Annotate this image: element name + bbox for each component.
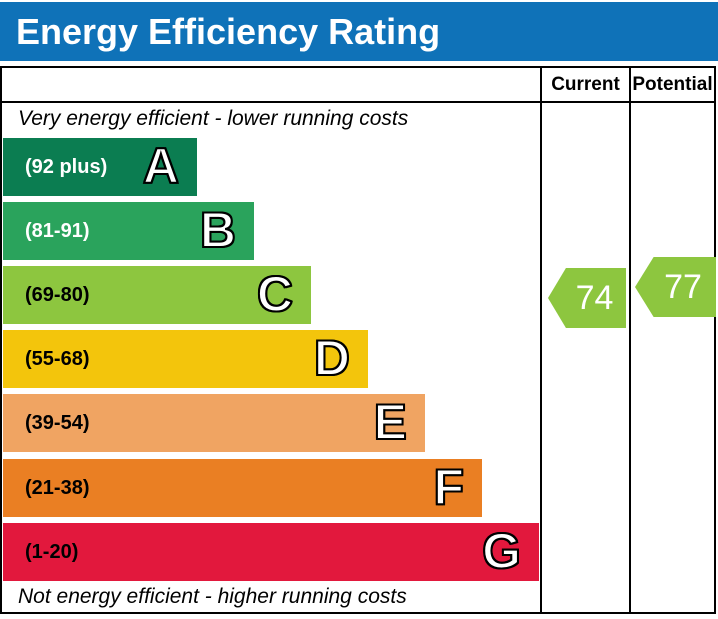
band-row-g: (1-20) G bbox=[3, 522, 539, 581]
band-range-label: (21-38) bbox=[25, 477, 90, 499]
band-range-label: (92 plus) bbox=[25, 156, 108, 178]
bottom-note: Not energy efficient - higher running co… bbox=[18, 585, 407, 608]
band-letter: C bbox=[256, 265, 294, 323]
band-row-a: (92 plus) A bbox=[3, 137, 197, 196]
current-rating-arrow: 74 bbox=[548, 268, 626, 328]
band-letter: F bbox=[432, 458, 465, 516]
band-range-label: (39-54) bbox=[25, 412, 90, 434]
band-row-e: (39-54) E bbox=[3, 393, 425, 452]
band-letter: E bbox=[373, 393, 408, 451]
potential-rating-arrow: 77 bbox=[635, 257, 716, 317]
current-column-divider bbox=[540, 66, 542, 614]
band-range-label: (81-91) bbox=[25, 220, 90, 242]
band-row-c: (69-80) C bbox=[3, 265, 311, 324]
band-range-label: (55-68) bbox=[25, 348, 90, 370]
band-range-label: (69-80) bbox=[25, 284, 90, 306]
band-range-label: (1-20) bbox=[25, 541, 79, 563]
page-title: Energy Efficiency Rating bbox=[0, 2, 718, 61]
chart-table-frame bbox=[0, 66, 716, 614]
band-letter: B bbox=[199, 201, 237, 259]
band-row-f: (21-38) F bbox=[3, 458, 482, 517]
band-letter: G bbox=[481, 522, 522, 580]
band-row-b: (81-91) B bbox=[3, 201, 254, 260]
top-note: Very energy efficient - lower running co… bbox=[18, 107, 409, 130]
band-letter: A bbox=[142, 137, 180, 195]
header-row-divider bbox=[0, 101, 716, 103]
band-row-d: (55-68) D bbox=[3, 329, 368, 388]
band-letter: D bbox=[313, 329, 351, 387]
column-header-current: Current bbox=[551, 74, 620, 95]
potential-column-divider bbox=[629, 66, 631, 614]
column-header-potential: Potential bbox=[632, 74, 713, 95]
